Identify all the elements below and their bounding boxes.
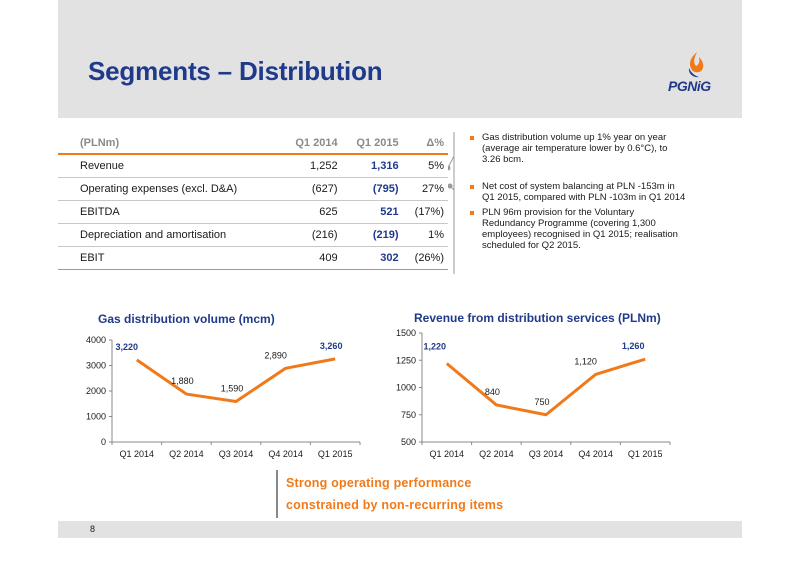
y-tick-label: 1000: [86, 412, 106, 422]
table-header-row: (PLNm) Q1 2014 Q1 2015 Δ%: [58, 133, 448, 155]
x-tick-label: Q2 2014: [169, 449, 204, 459]
bullet-list: Gas distribution volume up 1% year on ye…: [468, 132, 688, 259]
bullet-item: Gas distribution volume up 1% year on ye…: [468, 132, 688, 165]
footer-band: [58, 521, 742, 538]
y-tick-label: 1500: [396, 328, 416, 338]
header-band: [58, 0, 742, 118]
flame-logo-icon: [688, 52, 704, 78]
cell-delta: 27%: [402, 177, 448, 201]
cell-q1-2014: (216): [280, 223, 342, 247]
row-label: EBITDA: [58, 200, 281, 224]
x-tick-label: Q1 2015: [628, 449, 663, 459]
data-label: 2,890: [264, 350, 287, 360]
pgnig-logo: PGNiG: [668, 50, 728, 96]
callout-line-1: Strong operating performance: [286, 476, 472, 490]
table-row: Operating expenses (excl. D&A) (627) (79…: [58, 177, 448, 201]
cell-q1-2014: 625: [280, 200, 342, 224]
y-tick-label: 2000: [86, 386, 106, 396]
cell-delta: (17%): [402, 200, 448, 224]
cell-q1-2014: 409: [280, 246, 342, 270]
row-label: Revenue: [58, 154, 281, 178]
table-row: EBIT 409 302 (26%): [58, 246, 448, 270]
y-tick-label: 1000: [396, 383, 416, 393]
cell-q1-2015: 521: [341, 200, 403, 224]
cell-delta: 5%: [402, 154, 448, 178]
x-tick-label: Q4 2014: [268, 449, 303, 459]
slide-title: Segments – Distribution: [88, 56, 383, 86]
row-label: Operating expenses (excl. D&A): [58, 177, 281, 201]
row-label: Depreciation and amortisation: [58, 223, 281, 247]
header-unit: (PLNm): [58, 133, 281, 155]
cell-delta: (26%): [402, 246, 448, 270]
data-label: 840: [485, 387, 500, 397]
table-row: EBITDA 625 521 (17%): [58, 200, 448, 224]
data-label: 1,120: [574, 356, 597, 366]
header-q1-2015: Q1 2015: [341, 133, 403, 155]
x-tick-label: Q1 2014: [430, 449, 465, 459]
financials-table: (PLNm) Q1 2014 Q1 2015 Δ% Revenue 1,252 …: [58, 133, 448, 270]
cell-q1-2015: (795): [341, 177, 403, 201]
chart-volume: 0 1000 2000 3000 4000 Q1 2014 Q2 2014 Q3 2014 Q4…: [86, 335, 361, 459]
data-label: 1,880: [171, 376, 194, 386]
x-tick-label: Q2 2014: [479, 449, 514, 459]
chart-revenue: 500 750 1000 1250 1500 Q1 2014 Q2 2014 Q3 2014 Q…: [396, 328, 671, 459]
cell-q1-2014: (627): [280, 177, 342, 201]
data-label: 750: [534, 397, 549, 407]
page-number: 8: [90, 524, 96, 534]
cell-q1-2015: (219): [341, 223, 403, 247]
table-row: Depreciation and amortisation (216) (219…: [58, 223, 448, 247]
y-tick-label: 750: [401, 410, 416, 420]
data-label: 1,590: [221, 383, 244, 393]
x-tick-label: Q3 2014: [529, 449, 564, 459]
row-label: EBIT: [58, 246, 281, 270]
data-label: 1,260: [622, 341, 645, 351]
y-tick-label: 0: [101, 437, 106, 447]
x-tick-label: Q3 2014: [219, 449, 254, 459]
header-q1-2014: Q1 2014: [280, 133, 342, 155]
y-tick-label: 500: [401, 437, 416, 447]
bracket-connector: [448, 132, 455, 274]
cell-q1-2015: 302: [341, 246, 403, 270]
cell-q1-2015: 1,316: [341, 154, 403, 178]
callout-divider: [276, 470, 278, 518]
series-line: [445, 357, 646, 417]
data-label: 1,220: [424, 342, 447, 352]
y-tick-label: 1250: [396, 355, 416, 365]
series-line: [135, 357, 336, 403]
x-tick-label: Q1 2015: [318, 449, 353, 459]
logo-text: PGNiG: [668, 78, 711, 94]
x-tick-label: Q4 2014: [578, 449, 613, 459]
x-tick-label: Q1 2014: [120, 449, 155, 459]
callout-line-2: constrained by non-recurring items: [286, 498, 504, 512]
data-label: 3,220: [116, 342, 139, 352]
cell-q1-2014: 1,252: [280, 154, 342, 178]
callout-text: Strong operating performance constrained…: [286, 472, 503, 516]
data-label: 3,260: [320, 341, 343, 351]
header-delta: Δ%: [402, 133, 448, 155]
y-tick-label: 4000: [86, 335, 106, 345]
chart-title-volume: Gas distribution volume (mcm): [98, 312, 275, 326]
y-tick-label: 3000: [86, 361, 106, 371]
cell-delta: 1%: [402, 223, 448, 247]
chart-title-revenue: Revenue from distribution services (PLNm…: [414, 311, 661, 325]
bullet-item: Net cost of system balancing at PLN -153…: [468, 181, 688, 203]
bullet-item: PLN 96m provision for the Voluntary Redu…: [468, 207, 688, 251]
table-row: Revenue 1,252 1,316 5%: [58, 154, 448, 178]
